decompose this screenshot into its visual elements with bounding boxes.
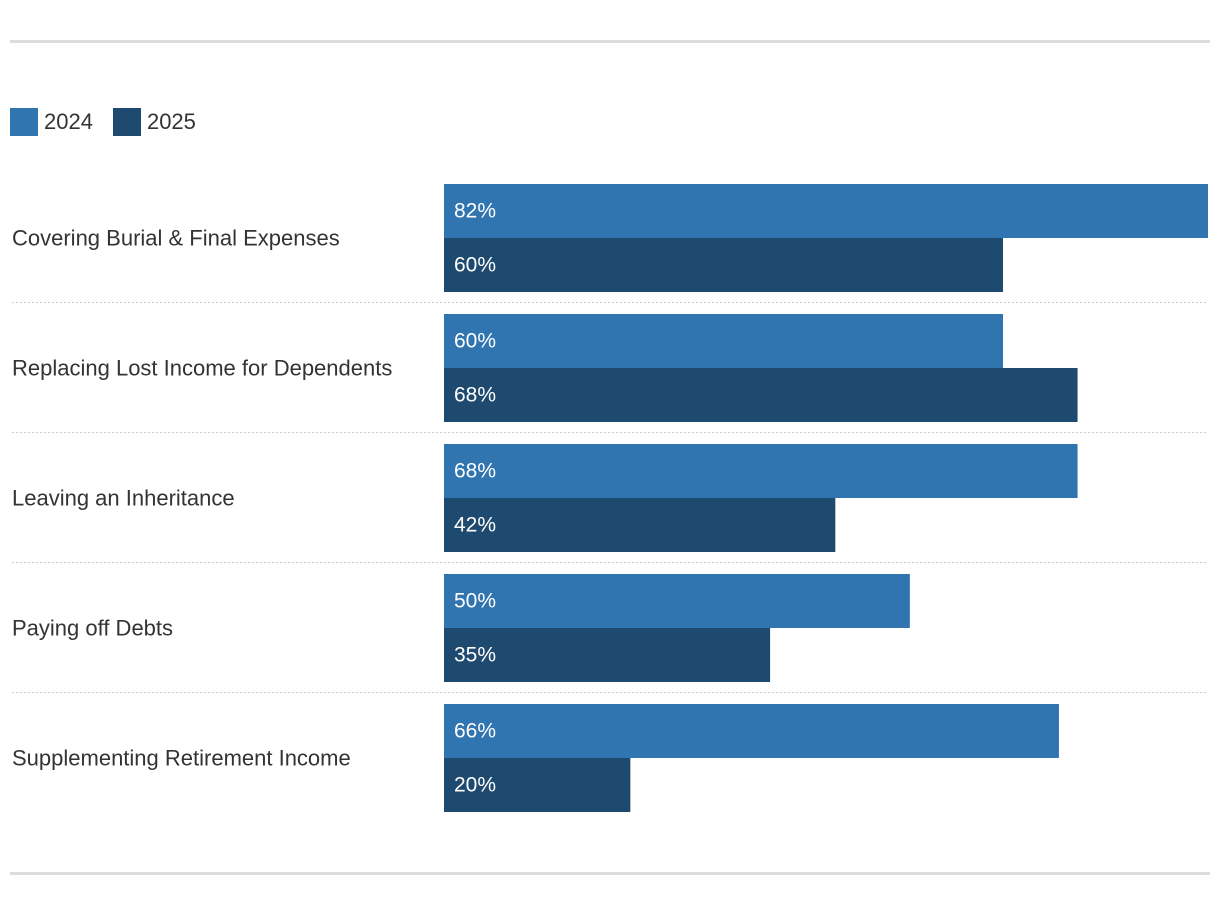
category-label: Leaving an Inheritance: [12, 486, 235, 511]
bar-2025: [444, 758, 631, 812]
bar-2024: [444, 444, 1078, 498]
category-label: Covering Burial & Final Expenses: [12, 226, 340, 251]
data-label: 35%: [454, 644, 496, 667]
data-label: 68%: [454, 460, 496, 483]
bar-2024: [444, 184, 1208, 238]
bar-2024: [444, 314, 1004, 368]
data-label: 42%: [454, 514, 496, 537]
data-label: 82%: [454, 200, 496, 223]
legend: 2024 2025: [10, 108, 216, 136]
category-label: Supplementing Retirement Income: [12, 746, 351, 771]
category-label: Replacing Lost Income for Dependents: [12, 356, 392, 381]
data-label: 50%: [454, 590, 496, 613]
legend-item-2024: 2024: [10, 108, 93, 136]
legend-swatch-2024: [10, 108, 38, 136]
data-label: 60%: [454, 254, 496, 277]
legend-label-2024: 2024: [44, 109, 93, 134]
bar-2025: [444, 238, 1004, 292]
bar-2024: [444, 704, 1059, 758]
data-label: 20%: [454, 774, 496, 797]
legend-item-2025: 2025: [112, 108, 196, 136]
legend-label-2025: 2025: [146, 109, 196, 134]
bottom-rule: [10, 872, 1210, 875]
legend-swatch-2025: [112, 108, 141, 136]
data-label: 68%: [454, 384, 496, 407]
data-label: 66%: [454, 720, 496, 743]
category-label: Paying off Debts: [12, 616, 173, 641]
bar-2025: [444, 628, 771, 682]
bar-2024: [444, 574, 910, 628]
top-rule: [10, 40, 1210, 43]
data-label: 60%: [454, 330, 496, 353]
bar-2025: [444, 368, 1078, 422]
bar-2025: [444, 498, 836, 552]
